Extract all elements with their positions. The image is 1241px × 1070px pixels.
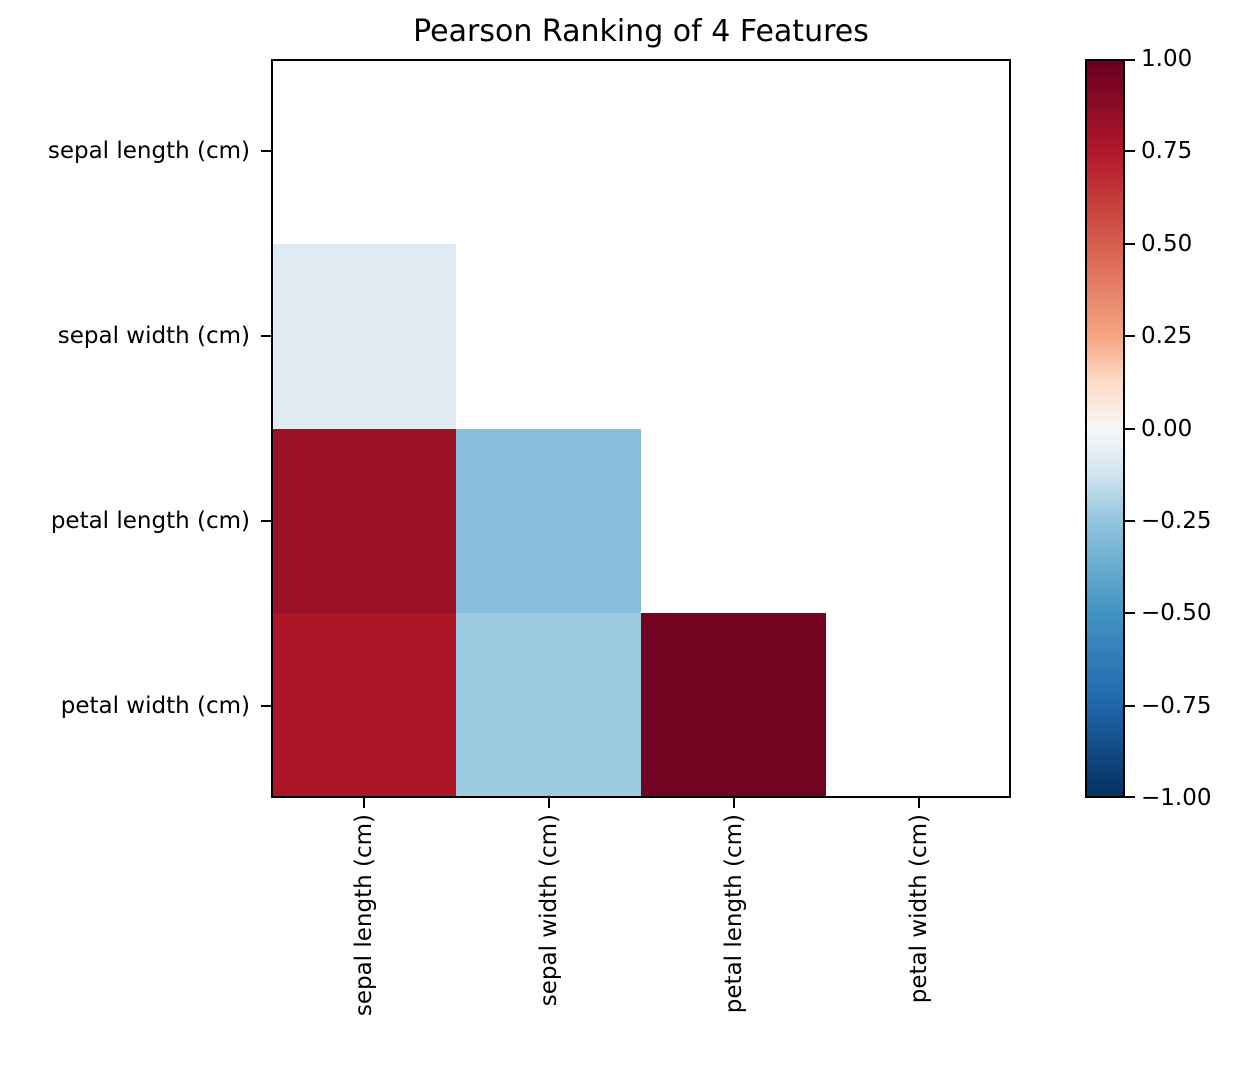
- heatmap-cell: [456, 428, 641, 614]
- x-tick-mark: [362, 798, 365, 808]
- colorbar-tick-label: 0.00: [1141, 415, 1193, 442]
- x-tick-label: sepal length (cm): [350, 814, 377, 1017]
- heatmap-cell: [271, 613, 456, 798]
- colorbar-tick-label: 0.25: [1141, 323, 1193, 350]
- x-tick-label: petal width (cm): [905, 814, 932, 1004]
- y-tick-label: sepal length (cm): [47, 138, 250, 165]
- y-tick-mark: [261, 704, 271, 707]
- colorbar-tick-mark: [1125, 242, 1135, 245]
- x-tick-mark: [732, 798, 735, 808]
- colorbar-tick-mark: [1125, 519, 1135, 522]
- colorbar-tick-mark: [1125, 704, 1135, 707]
- x-tick-mark: [917, 798, 920, 808]
- heatmap-cell: [641, 613, 826, 798]
- y-tick-mark: [261, 519, 271, 522]
- y-tick-mark: [261, 150, 271, 153]
- heatmap-plot-area: [271, 59, 1011, 798]
- x-tick-label: sepal width (cm): [535, 814, 562, 1007]
- x-tick-mark: [547, 798, 550, 808]
- x-tick-label: petal length (cm): [720, 814, 747, 1014]
- colorbar-tick-label: 1.00: [1141, 46, 1193, 72]
- colorbar-tick-mark: [1125, 150, 1135, 153]
- colorbar-tick-label: −0.75: [1141, 692, 1212, 719]
- colorbar-tick-label: −0.50: [1141, 600, 1212, 627]
- heatmap-cell: [456, 613, 641, 798]
- colorbar-tick-label: −0.25: [1141, 507, 1212, 534]
- colorbar-tick-label: 0.75: [1141, 138, 1193, 165]
- y-tick-label: petal width (cm): [60, 692, 250, 719]
- chart-title: Pearson Ranking of 4 Features: [413, 14, 869, 49]
- colorbar-tick-mark: [1125, 796, 1135, 798]
- y-tick-mark: [261, 335, 271, 338]
- colorbar-tick-mark: [1125, 335, 1135, 338]
- y-tick-label: petal length (cm): [50, 507, 250, 534]
- colorbar-tick-mark: [1125, 427, 1135, 430]
- colorbar: [1085, 59, 1125, 798]
- y-tick-label: sepal width (cm): [57, 323, 250, 350]
- heatmap-cell: [271, 428, 456, 614]
- colorbar-tick-mark: [1125, 612, 1135, 615]
- colorbar-tick-label: −1.00: [1141, 785, 1212, 811]
- colorbar-tick-mark: [1125, 59, 1135, 61]
- heatmap-cell: [271, 243, 456, 429]
- colorbar-tick-label: 0.50: [1141, 230, 1193, 257]
